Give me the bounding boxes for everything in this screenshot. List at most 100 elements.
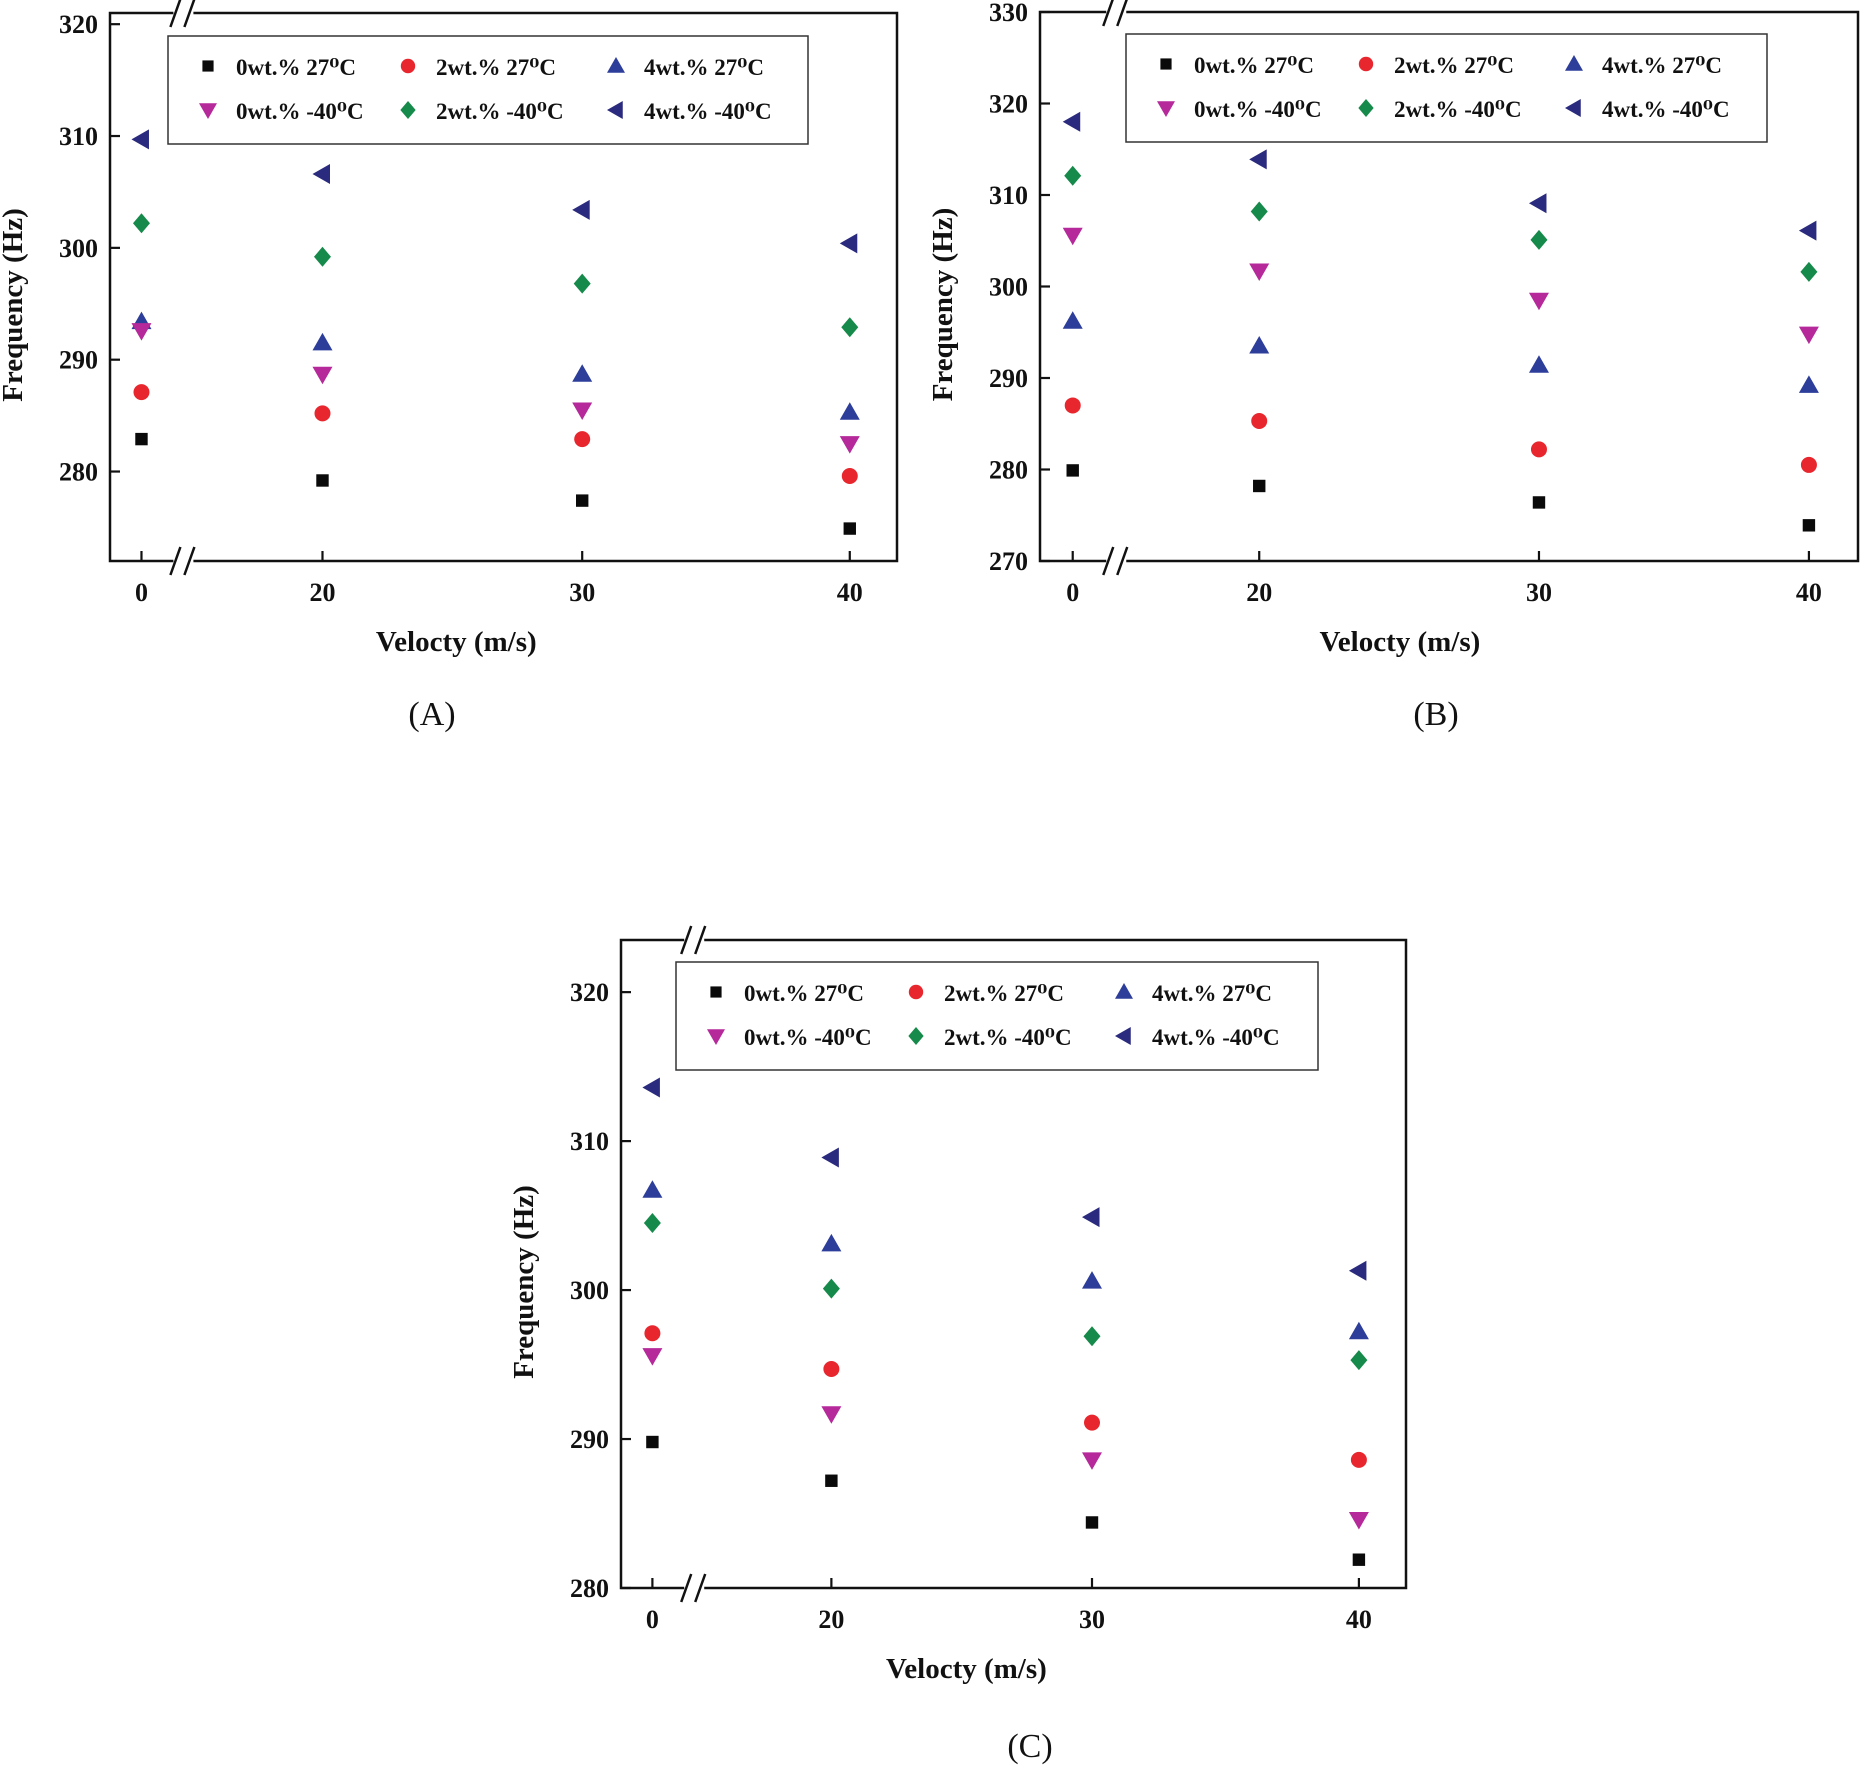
legend-marker — [710, 986, 722, 998]
data-point — [1082, 1452, 1102, 1470]
data-point — [821, 1233, 842, 1252]
data-point — [839, 436, 860, 454]
data-point — [1066, 464, 1079, 477]
data-point — [839, 233, 858, 254]
data-point — [642, 1077, 660, 1098]
data-point — [314, 405, 331, 422]
data-point — [843, 522, 856, 535]
chart-svg: 270 280 290 300 310 320 330 0 20 30 40 Velocty (m/s… — [927, 0, 1860, 658]
legend: 0wt.% 27⁰C 2wt.% 27⁰C 4wt.% 27⁰C 0wt.% -40⁰… — [675, 961, 1319, 1071]
data-point — [1348, 1511, 1369, 1530]
x-tick-label: 0 — [135, 578, 148, 607]
axis-break-mark — [1102, 546, 1129, 576]
data-point — [132, 213, 150, 234]
data-point — [1064, 397, 1081, 414]
data-point — [1798, 375, 1819, 393]
data-point — [576, 494, 589, 507]
x-tick-label: 20 — [309, 578, 335, 607]
data-point — [313, 246, 331, 267]
data-point — [572, 402, 593, 421]
plot-frame — [619, 938, 1408, 1590]
axis-break-mark — [169, 546, 196, 576]
legend: 0wt.% 27⁰C 2wt.% 27⁰C 4wt.% 27⁰C 0wt.% -40⁰… — [167, 35, 809, 145]
data-point — [1082, 1207, 1100, 1228]
legend-marker — [707, 1029, 725, 1045]
legend-label: 4wt.% 27⁰C — [644, 55, 764, 80]
x-tick-label: 0 — [646, 1605, 659, 1634]
legend-marker — [908, 1027, 924, 1045]
x-tick-label: 40 — [837, 578, 863, 607]
legend-box — [167, 35, 809, 145]
data-point — [1250, 201, 1268, 222]
y-tick-label: 270 — [989, 547, 1028, 576]
data-point — [1062, 111, 1081, 132]
data-point — [572, 364, 593, 382]
axis-break-mark — [1102, 0, 1128, 27]
data-point — [316, 474, 329, 487]
legend-label: 2wt.% -40⁰C — [1394, 97, 1522, 122]
legend-label: 0wt.% 27⁰C — [744, 981, 864, 1006]
axis-break-mark — [680, 925, 707, 955]
legend-label: 2wt.% -40⁰C — [436, 99, 564, 124]
legend-box — [1125, 33, 1768, 143]
legend-label: 4wt.% 27⁰C — [1152, 981, 1272, 1006]
legend-marker — [908, 984, 924, 1000]
legend-box — [675, 961, 1319, 1071]
data-point — [312, 332, 333, 351]
data-point — [1350, 1451, 1367, 1468]
data-point — [1348, 1321, 1369, 1340]
data-point — [1249, 263, 1270, 281]
data-point — [1348, 1260, 1367, 1281]
legend-label: 2wt.% 27⁰C — [436, 55, 556, 80]
legend-label: 0wt.% -40⁰C — [744, 1025, 872, 1050]
legend-marker — [1358, 99, 1374, 117]
legend-marker — [1157, 101, 1175, 117]
legend-marker — [199, 103, 217, 119]
legend-label: 4wt.% 27⁰C — [1602, 53, 1722, 78]
legend-label: 0wt.% 27⁰C — [1194, 53, 1314, 78]
panel-b-caption: (B) — [1413, 696, 1459, 733]
x-axis-title: Velocty (m/s) — [376, 626, 537, 658]
axis-break-mark — [680, 1573, 707, 1603]
data-point — [1083, 1326, 1101, 1347]
data-point — [841, 317, 859, 338]
y-tick-label: 290 — [989, 364, 1028, 393]
x-tick-label: 30 — [1079, 1605, 1105, 1634]
legend-label: 4wt.% -40⁰C — [1152, 1025, 1280, 1050]
data-point — [574, 431, 591, 448]
data-point — [1532, 496, 1546, 509]
x-tick-label: 40 — [1796, 578, 1822, 607]
legend-marker — [1115, 983, 1133, 999]
data-point — [131, 129, 149, 150]
data-point — [312, 366, 333, 385]
y-tick-label: 280 — [570, 1574, 609, 1603]
data-point — [643, 1213, 661, 1234]
data-point — [1528, 193, 1547, 214]
legend-label: 0wt.% 27⁰C — [236, 55, 356, 80]
legend-label: 4wt.% -40⁰C — [644, 99, 772, 124]
y-tick-label: 280 — [59, 458, 98, 487]
data-point — [841, 468, 858, 485]
data-point — [646, 1435, 659, 1449]
y-tick-label: 330 — [989, 0, 1028, 27]
y-tick-label: 310 — [570, 1127, 609, 1156]
chart-panel-b: 270 280 290 300 310 320 330 0 20 30 40 Velocty (m/s… — [927, 0, 1860, 680]
panel-c-caption: (C) — [1007, 1728, 1053, 1765]
y-tick-label: 300 — [59, 234, 98, 263]
legend-label: 4wt.% -40⁰C — [1602, 97, 1730, 122]
legend-marker — [202, 60, 214, 72]
legend-label: 0wt.% -40⁰C — [236, 99, 364, 124]
y-tick-label: 320 — [570, 978, 609, 1007]
chart-panel-a: 280 290 300 310 320 0 20 30 40 Velocty (m/s) Frequ… — [0, 0, 900, 680]
data-point — [1352, 1553, 1366, 1566]
data-point — [1350, 1350, 1368, 1371]
chart-svg: 280 290 300 310 320 0 20 30 40 Velocty (m/s) Frequ… — [508, 925, 1408, 1685]
data-point — [1082, 1271, 1102, 1289]
data-point — [1249, 335, 1270, 354]
data-point — [312, 164, 330, 185]
x-tick-label: 0 — [1066, 578, 1079, 607]
legend-label: 2wt.% 27⁰C — [1394, 53, 1514, 78]
data-point — [1062, 227, 1083, 246]
x-tick-label: 20 — [818, 1605, 844, 1634]
legend-marker — [1565, 99, 1581, 117]
